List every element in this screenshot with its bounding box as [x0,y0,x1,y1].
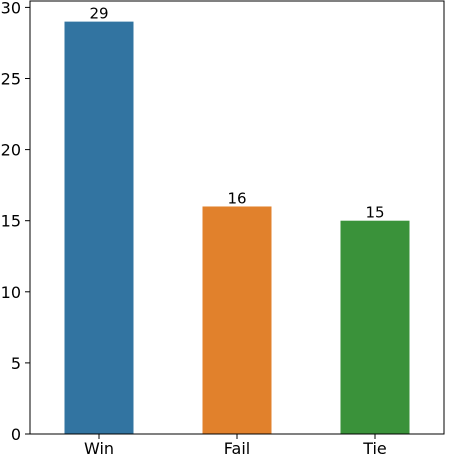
y-tick-label: 15 [1,212,21,231]
y-tick-label: 25 [1,69,21,88]
x-tick-label-tie: Tie [362,439,387,454]
x-axis: Win Fail Tie [84,434,387,454]
data-labels: 29 16 15 [89,5,384,222]
y-tick-label: 5 [11,354,21,373]
y-tick-label: 10 [1,283,21,302]
data-label-tie: 15 [365,204,384,222]
y-tick-label: 30 [1,0,21,17]
x-tick-label-fail: Fail [224,439,250,454]
y-tick-label: 20 [1,141,21,160]
y-axis: 0 5 10 15 20 25 30 [1,0,30,444]
y-tick-label: 0 [11,425,21,444]
bar-tie [340,220,410,434]
x-tick-label-win: Win [84,439,114,454]
data-label-fail: 16 [227,189,246,207]
bar-win [64,21,134,434]
data-label-win: 29 [89,5,108,23]
bars [64,21,410,434]
bar-fail [202,206,272,434]
plot-frame [29,0,445,435]
